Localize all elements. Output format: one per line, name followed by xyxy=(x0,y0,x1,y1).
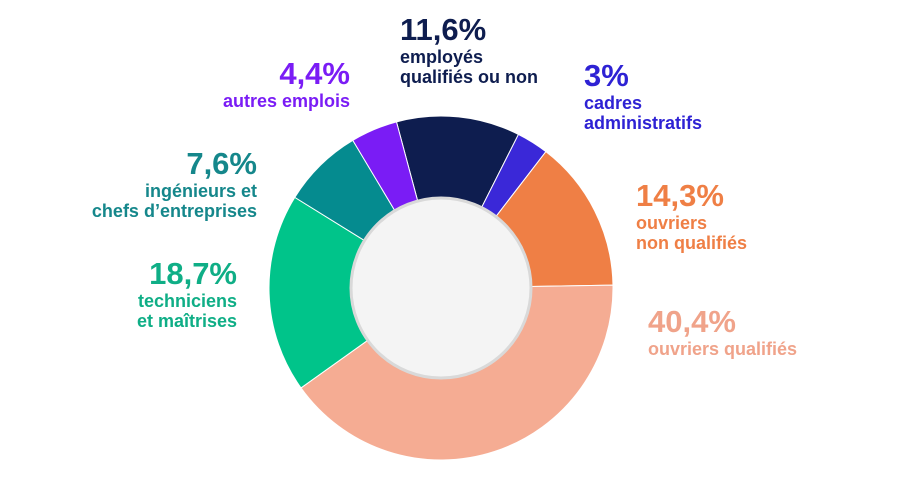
label-techniciens: 18,7% techniciens et maîtrises xyxy=(136,256,237,331)
label-techniciens-name: techniciens et maîtrises xyxy=(136,290,237,331)
label-ouvriers-qualifies-value: 40,4% xyxy=(648,304,736,339)
donut-center xyxy=(349,196,533,380)
label-autres-emplois: 4,4% autres emplois xyxy=(222,56,350,111)
label-ouvriers-non-qualifies-value: 14,3% xyxy=(636,178,724,213)
label-ouvriers-qualifies-name: ouvriers qualifiés xyxy=(648,338,798,359)
label-employes-name: employés qualifiés ou non xyxy=(400,46,538,87)
label-cadres-name: cadres administratifs xyxy=(584,92,703,133)
label-ingenieurs: 7,6% ingénieurs et chefs d’entreprises xyxy=(91,146,257,221)
label-cadres: 3% cadres administratifs xyxy=(584,58,703,133)
label-techniciens-value: 18,7% xyxy=(149,256,237,291)
label-employes: 11,6% employés qualifiés ou non xyxy=(400,12,538,87)
label-ingenieurs-name: ingénieurs et chefs d’entreprises xyxy=(91,180,257,221)
label-cadres-value: 3% xyxy=(584,58,629,93)
label-ingenieurs-value: 7,6% xyxy=(186,146,257,181)
label-ouvriers-non-qualifies-name: ouvriers non qualifiés xyxy=(636,212,748,253)
label-ouvriers-qualifies: 40,4% ouvriers qualifiés xyxy=(648,304,798,359)
label-employes-value: 11,6% xyxy=(400,12,487,47)
label-ouvriers-non-qualifies: 14,3% ouvriers non qualifiés xyxy=(636,178,748,253)
label-autres-emplois-value: 4,4% xyxy=(279,56,350,91)
label-autres-emplois-name: autres emplois xyxy=(222,90,350,111)
